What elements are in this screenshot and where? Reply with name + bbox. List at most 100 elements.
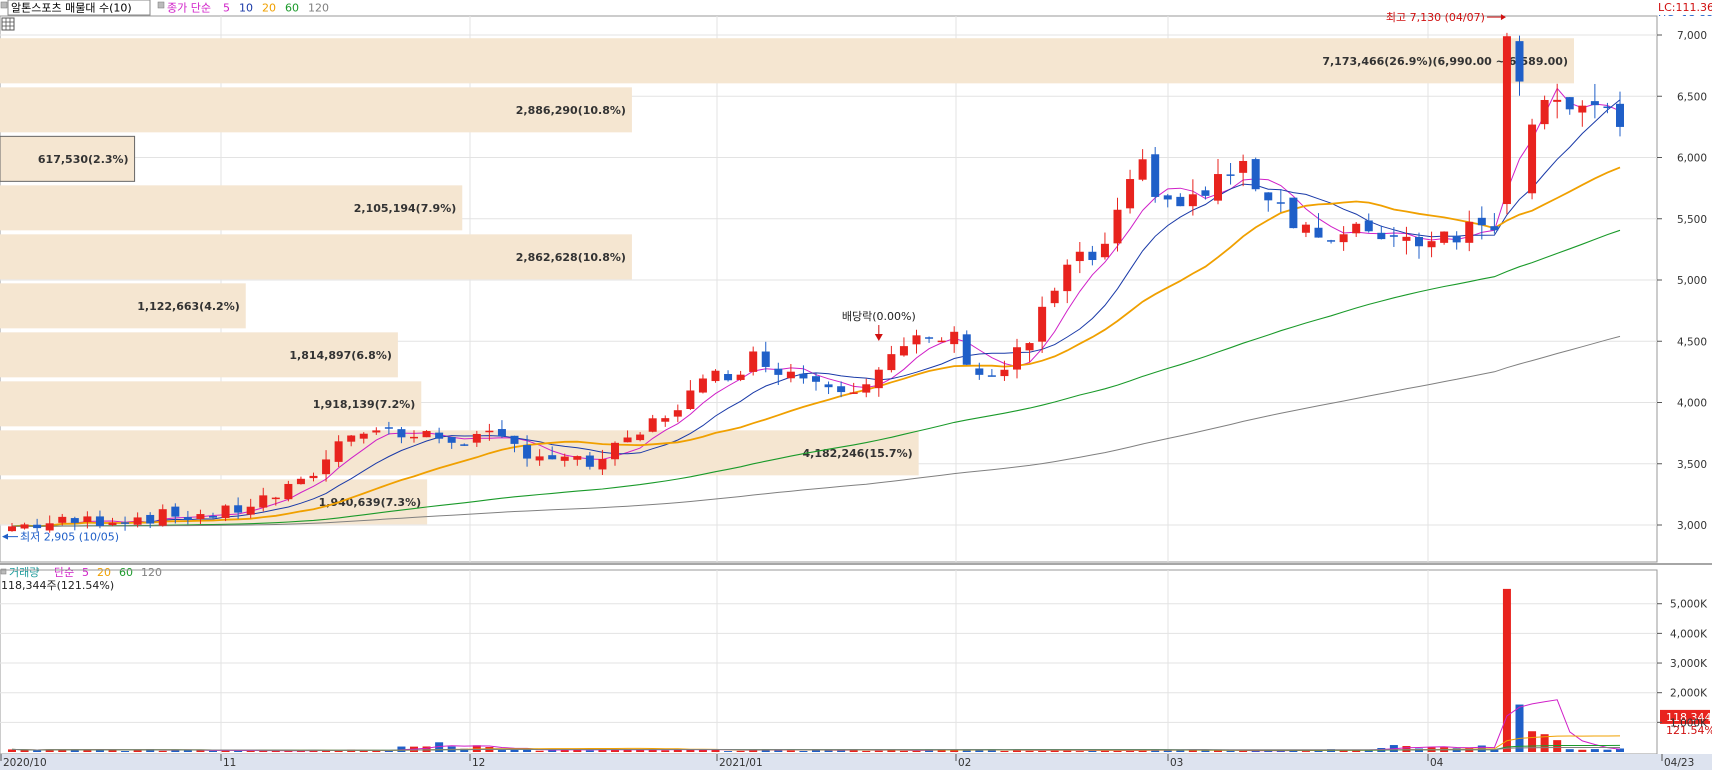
volume-menu-icon[interactable] (0, 568, 7, 575)
candle (912, 329, 921, 354)
candle (686, 380, 695, 410)
volume-header: 거래량 단순 5 20 60 120 118,344주(121.54%) (0, 566, 162, 592)
candle-body (899, 346, 908, 356)
volume-profile-bar (0, 135, 136, 182)
candle-body (975, 368, 984, 375)
volume-bar (736, 750, 745, 752)
candle-body (711, 370, 720, 382)
candle-body (1389, 235, 1398, 237)
volume-ma-period-5: 5 (82, 566, 89, 579)
volume-bar (636, 749, 645, 752)
grid-icon[interactable] (1, 17, 15, 31)
y-tick-label: 3,000 (1677, 520, 1707, 532)
volume-bar (108, 749, 117, 752)
candle (410, 430, 418, 443)
candle-body (1578, 105, 1587, 113)
candle (1126, 169, 1135, 214)
candle (296, 476, 305, 485)
volume-bar (221, 750, 230, 752)
candle (698, 374, 707, 394)
volume-bar (296, 750, 305, 752)
candle-body (196, 514, 205, 520)
ma-60-line (12, 229, 1621, 527)
candle (1138, 149, 1147, 182)
candle-body (58, 516, 67, 523)
volume-bar (1063, 749, 1072, 752)
candle-body (322, 459, 331, 475)
candle-body (8, 526, 16, 532)
volume-bar (1515, 704, 1524, 752)
candle-body (761, 351, 770, 367)
candle (1452, 231, 1461, 250)
candle (372, 427, 381, 435)
candle (1616, 91, 1624, 137)
candle (874, 367, 883, 397)
candle (1603, 102, 1612, 114)
x-tick-label: 03 (1170, 757, 1183, 769)
candle-body (724, 374, 733, 381)
candle (1289, 197, 1298, 229)
ma-menu-icon[interactable] (157, 1, 165, 9)
candle-body (435, 432, 444, 439)
candle-body (1553, 99, 1562, 102)
volume-bar (1565, 749, 1574, 752)
candle-body (1264, 192, 1273, 201)
x-tick-label: 04 (1430, 757, 1444, 769)
candle (1226, 162, 1235, 185)
volume-bar (70, 749, 79, 752)
candle-body (296, 478, 305, 485)
volume-profile-bar (0, 38, 1574, 84)
candle-body (623, 437, 632, 443)
volume-profile-bar (0, 185, 463, 231)
candle (1377, 225, 1386, 240)
volume-bar (1214, 750, 1222, 752)
high-marker-arrowhead (1500, 14, 1506, 21)
volume-bar (523, 749, 532, 752)
candle (837, 381, 846, 398)
candle-body (887, 354, 896, 371)
ma-120-line (12, 335, 1621, 527)
candle-body (1377, 232, 1386, 240)
candle-body (1201, 190, 1210, 196)
volume-bar (497, 750, 506, 752)
volume-bar (246, 750, 255, 752)
volume-bar (535, 750, 544, 752)
volume-bar (1176, 750, 1185, 752)
y-tick-label: 5,000 (1677, 275, 1707, 287)
candle (812, 373, 820, 391)
volume-profile-label: 1,918,139(7.2%) (313, 398, 416, 411)
candle-body (1352, 223, 1361, 234)
candle (171, 503, 180, 524)
candle-body (1126, 179, 1135, 209)
candle (1176, 193, 1185, 207)
candle (862, 378, 871, 398)
candle (849, 382, 858, 394)
volume-profile-label: 2,886,290(10.8%) (516, 104, 626, 117)
candle (1276, 189, 1285, 213)
volume-bar (661, 750, 670, 752)
candle (472, 430, 481, 447)
candle (1553, 83, 1562, 119)
volume-profile-bar (0, 381, 422, 427)
candle (1565, 97, 1574, 115)
volume-bar (1226, 750, 1235, 752)
candle (246, 498, 255, 519)
candle-body (121, 522, 130, 524)
candle-body (598, 458, 607, 470)
volume-profile-label: 1,940,639(7.3%) (319, 496, 422, 509)
volume-bar (1100, 749, 1109, 752)
candle-body (83, 516, 92, 522)
ma-20-line (11, 166, 1621, 528)
volume-bar (1239, 750, 1248, 752)
candle (1264, 192, 1273, 212)
candle (636, 432, 645, 442)
volume-ma-period-60: 60 (119, 566, 133, 579)
y-tick-label: 7,000 (1677, 30, 1707, 42)
volume-bar (548, 749, 557, 752)
candle (271, 496, 280, 506)
volume-bar (171, 750, 180, 752)
candle-body (171, 506, 180, 517)
volume-bar (1553, 740, 1562, 752)
chart-menu-icon[interactable] (0, 1, 8, 9)
